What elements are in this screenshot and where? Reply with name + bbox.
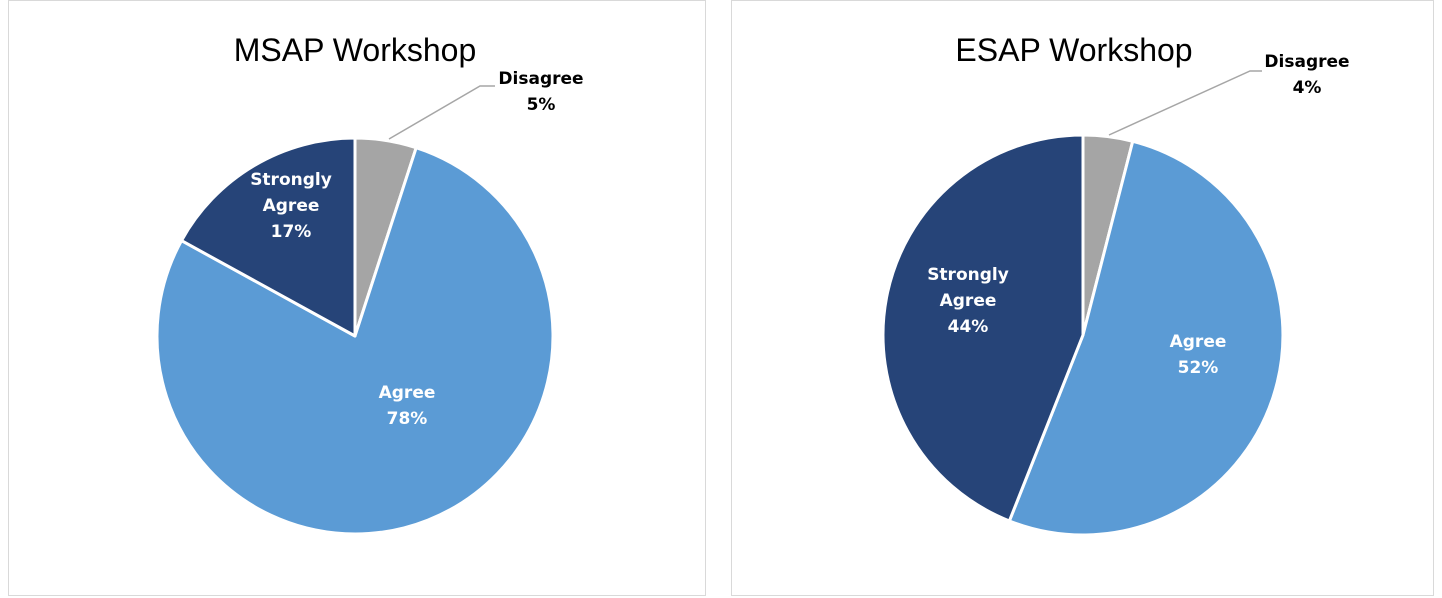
msap-data-label-agree: Agree 78% (379, 383, 436, 429)
msap-data-label-disagree: Disagree 5% (498, 69, 583, 115)
msap-slice-agree (155, 146, 555, 536)
esap-chart-panel: Disagree 4% Agree 52% Strongly Agree 44% ESAP W… (731, 0, 1434, 596)
esap-data-label-line: 44% (948, 317, 989, 337)
esap-callout-line-disagree (1108, 70, 1262, 136)
msap-callout-line-disagree (388, 85, 495, 140)
msap-data-label-line: Agree (263, 196, 320, 216)
esap-data-label-line: Disagree (1264, 52, 1349, 72)
esap-data-label-disagree: Disagree 4% (1264, 52, 1349, 98)
esap-slice-agree (1007, 139, 1285, 537)
esap-chart-title: ESAP Workshop (955, 32, 1192, 68)
esap-pie-chart: Disagree 4% Agree 52% Strongly Agree 44% ESAP W… (881, 32, 1350, 537)
esap-slice-strongly-agree (881, 133, 1085, 523)
esap-data-label-line: Agree (940, 291, 997, 311)
msap-data-label-strongly-agree: Strongly Agree 17% (250, 170, 332, 242)
msap-chart-title: MSAP Workshop (234, 32, 476, 68)
esap-data-label-line: 52% (1178, 358, 1219, 378)
msap-data-label-line: Disagree (498, 69, 583, 89)
esap-data-label-line: Agree (1170, 332, 1227, 352)
msap-data-label-line: 17% (271, 222, 312, 242)
esap-data-label-line: 4% (1293, 78, 1322, 98)
esap-data-label-strongly-agree: Strongly Agree 44% (927, 265, 1009, 337)
msap-data-label-line: 5% (527, 95, 556, 115)
msap-data-label-line: Agree (379, 383, 436, 403)
msap-data-label-line: 78% (387, 409, 428, 429)
msap-data-label-line: Strongly (250, 170, 332, 190)
msap-slice-strongly-agree (179, 136, 357, 338)
msap-pie-chart: Disagree 5% Agree 78% Strongly Agree 17% MSAP W… (155, 32, 584, 536)
esap-data-label-line: Strongly (927, 265, 1009, 285)
msap-chart-panel: Disagree 5% Agree 78% Strongly Agree 17% MSAP W… (8, 0, 706, 596)
esap-data-label-agree: Agree 52% (1170, 332, 1227, 378)
